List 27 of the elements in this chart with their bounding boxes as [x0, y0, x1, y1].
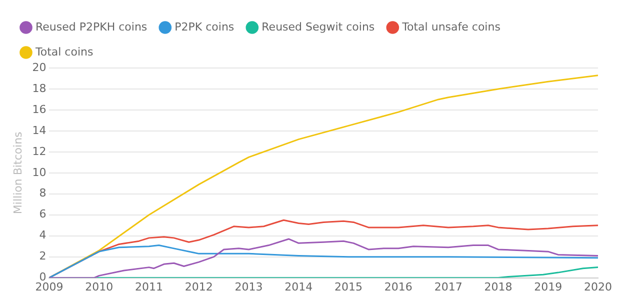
x-tick-label: 2016 — [384, 280, 412, 294]
legend-label: P2PK coins — [174, 20, 234, 34]
legend-label: Reused P2PKH coins — [36, 20, 148, 34]
y-tick-label: 12 — [32, 144, 46, 158]
x-tick-label: 2019 — [534, 280, 562, 294]
x-tick-label: 2010 — [85, 280, 114, 294]
y-tick-label: 8 — [39, 186, 46, 200]
x-tick-label: 2012 — [184, 280, 213, 294]
y-axis-title: Million Bitcoins — [11, 131, 24, 214]
x-tick-label: 2014 — [284, 280, 313, 294]
legend-label: Total coins — [34, 45, 94, 58]
x-tick-label: 2015 — [334, 280, 363, 294]
y-tick-label: 10 — [32, 166, 46, 179]
y-tick-label: 6 — [39, 208, 46, 221]
y-tick-label: 18 — [32, 82, 46, 95]
x-tick-label: 2013 — [234, 280, 263, 294]
y-tick-label: 14 — [32, 124, 46, 137]
x-tick-label: 2018 — [484, 280, 512, 294]
legend-label: Reused Segwit coins — [262, 20, 375, 34]
y-tick-label: 16 — [32, 102, 46, 116]
x-tick-label: 2017 — [434, 280, 462, 294]
y-tick-label: 2 — [39, 250, 46, 263]
x-tick-label: 2011 — [134, 280, 163, 294]
y-tick-label: 4 — [39, 228, 46, 242]
x-tick-label: 2020 — [584, 280, 612, 294]
y-tick-label: 20 — [32, 60, 46, 74]
legend-label: Total unsafe coins — [401, 20, 501, 34]
